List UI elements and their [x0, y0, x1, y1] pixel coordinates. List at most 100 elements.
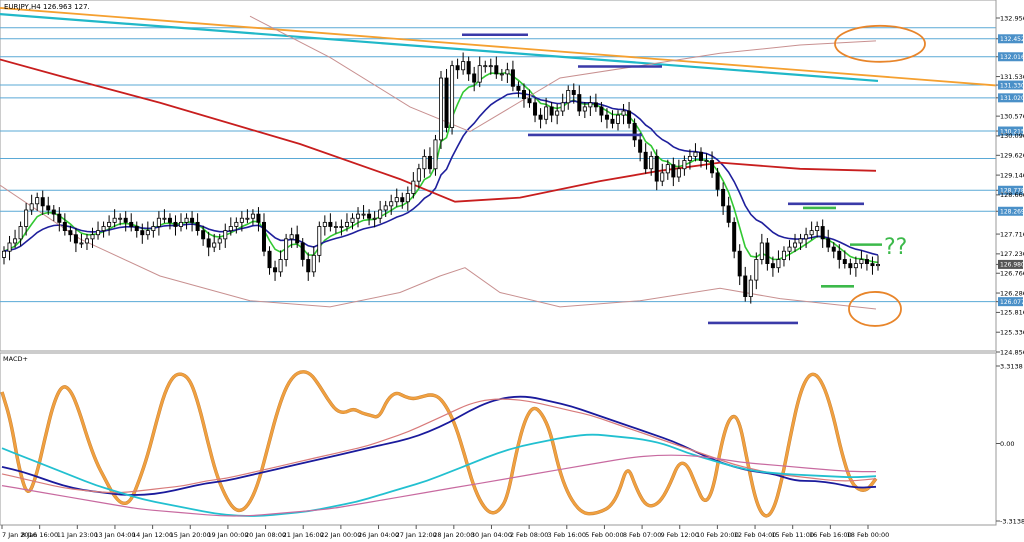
envelope-upper-line [249, 15, 877, 133]
candle-body [389, 201, 394, 207]
candle-body [394, 197, 399, 203]
candle-body [721, 188, 726, 207]
candle-body [123, 217, 128, 223]
time-tick-label: 11 Jan 23:00 [57, 531, 98, 539]
candle-body [317, 226, 322, 256]
candle-body [632, 122, 637, 141]
candle-body [46, 205, 51, 211]
time-tick-label: 15 Feb 11:00 [771, 531, 814, 539]
candle-body [654, 155, 659, 182]
price-tick-label: 124.856 [1000, 348, 1024, 356]
candle-body [62, 221, 67, 232]
candle-body [57, 213, 62, 223]
ma-slow-line [0, 58, 877, 203]
time-tick-label: 14 Jan 12:00 [132, 531, 173, 539]
time-tick-label: 15 Jan 20:00 [170, 531, 211, 539]
price-tag [998, 93, 1023, 103]
price-tag-label: 128.778 [1000, 188, 1024, 195]
candle-body [245, 217, 250, 220]
candle-body [129, 221, 134, 227]
price-tick-label: 126.286 [1000, 289, 1024, 297]
candle-body [112, 217, 117, 223]
candle-body [754, 259, 759, 281]
candle-body [831, 246, 836, 252]
candle-body [505, 69, 510, 75]
candle-body [333, 226, 338, 228]
candle-body [184, 217, 189, 223]
candle-body [179, 221, 184, 227]
price-tick-label: 125.816 [1000, 309, 1024, 317]
candle-body [427, 155, 432, 170]
candle-body [593, 102, 598, 108]
candle-body [422, 155, 427, 170]
candle-body [24, 209, 29, 227]
candle-body [383, 205, 388, 211]
candle-body [715, 172, 720, 190]
candle-body [616, 114, 621, 124]
time-tick-label: 8 Jan 16:00 [21, 531, 58, 539]
candle-body [433, 139, 438, 170]
price-tag [998, 80, 1023, 90]
candle-body [610, 118, 615, 124]
candle-body [461, 61, 466, 71]
candle-body [311, 254, 316, 273]
candle-body [488, 65, 493, 68]
macd-panel-frame [0, 352, 997, 526]
candle-body [278, 259, 283, 273]
candle-body [798, 238, 803, 244]
candle-body [599, 106, 604, 116]
time-tick-label: 5 Feb 00:00 [585, 531, 624, 539]
price-tag [998, 126, 1023, 136]
candle-body [40, 197, 45, 207]
ema-mid-line [3, 92, 879, 256]
symbol-label: EURJPY,H4 126.963 127. [4, 3, 90, 11]
price-tag-label: 128.269 [1000, 209, 1024, 216]
time-tick-label: 27 Jan 12:00 [396, 531, 437, 539]
trendline-orange [0, 7, 997, 87]
candle-body [361, 213, 366, 216]
candle-body [284, 238, 289, 260]
candle-body [73, 234, 78, 244]
candle-body [156, 217, 161, 227]
time-tick-label: 12 Feb 04:00 [734, 531, 777, 539]
candle-body [671, 164, 676, 178]
candle-body [400, 197, 405, 203]
macd-salmon-line [1, 398, 877, 494]
candle-body [859, 259, 864, 264]
candle-body [549, 106, 554, 116]
price-tick-label: 129.626 [1000, 152, 1024, 160]
candle-body [555, 110, 560, 116]
candle-body [29, 203, 34, 211]
time-tick-label: 7 Jan 2016 [2, 531, 37, 539]
candle-body [101, 226, 106, 232]
time-tick-label: 8 Feb 07:00 [623, 531, 662, 539]
price-tick-label: 130.576 [1000, 112, 1024, 120]
candle-body [560, 102, 565, 112]
candle-body [322, 221, 327, 227]
time-tick-label: 10 Feb 20:00 [696, 531, 739, 539]
candle-body [411, 180, 416, 194]
candle-body [350, 217, 355, 223]
candle-body [809, 230, 814, 236]
candle-body [455, 65, 460, 71]
time-tick-label: 9 Feb 12:00 [660, 531, 699, 539]
price-tick-label: 131.536 [1000, 73, 1024, 81]
time-tick-label: 3 Feb 16:00 [548, 531, 587, 539]
candle-body [770, 263, 775, 269]
candle-body [261, 221, 266, 252]
candle-body [134, 226, 139, 232]
candle-body [472, 73, 477, 83]
candle-body [438, 77, 443, 141]
candle-body [870, 263, 875, 267]
candle-body [837, 250, 842, 260]
candle-body [295, 234, 300, 244]
candle-body [328, 221, 333, 227]
candle-body [206, 238, 211, 248]
candle-body [544, 106, 549, 120]
candle-body [167, 217, 172, 223]
candle-body [765, 242, 770, 264]
candle-body [571, 90, 576, 95]
candle-body [842, 259, 847, 264]
